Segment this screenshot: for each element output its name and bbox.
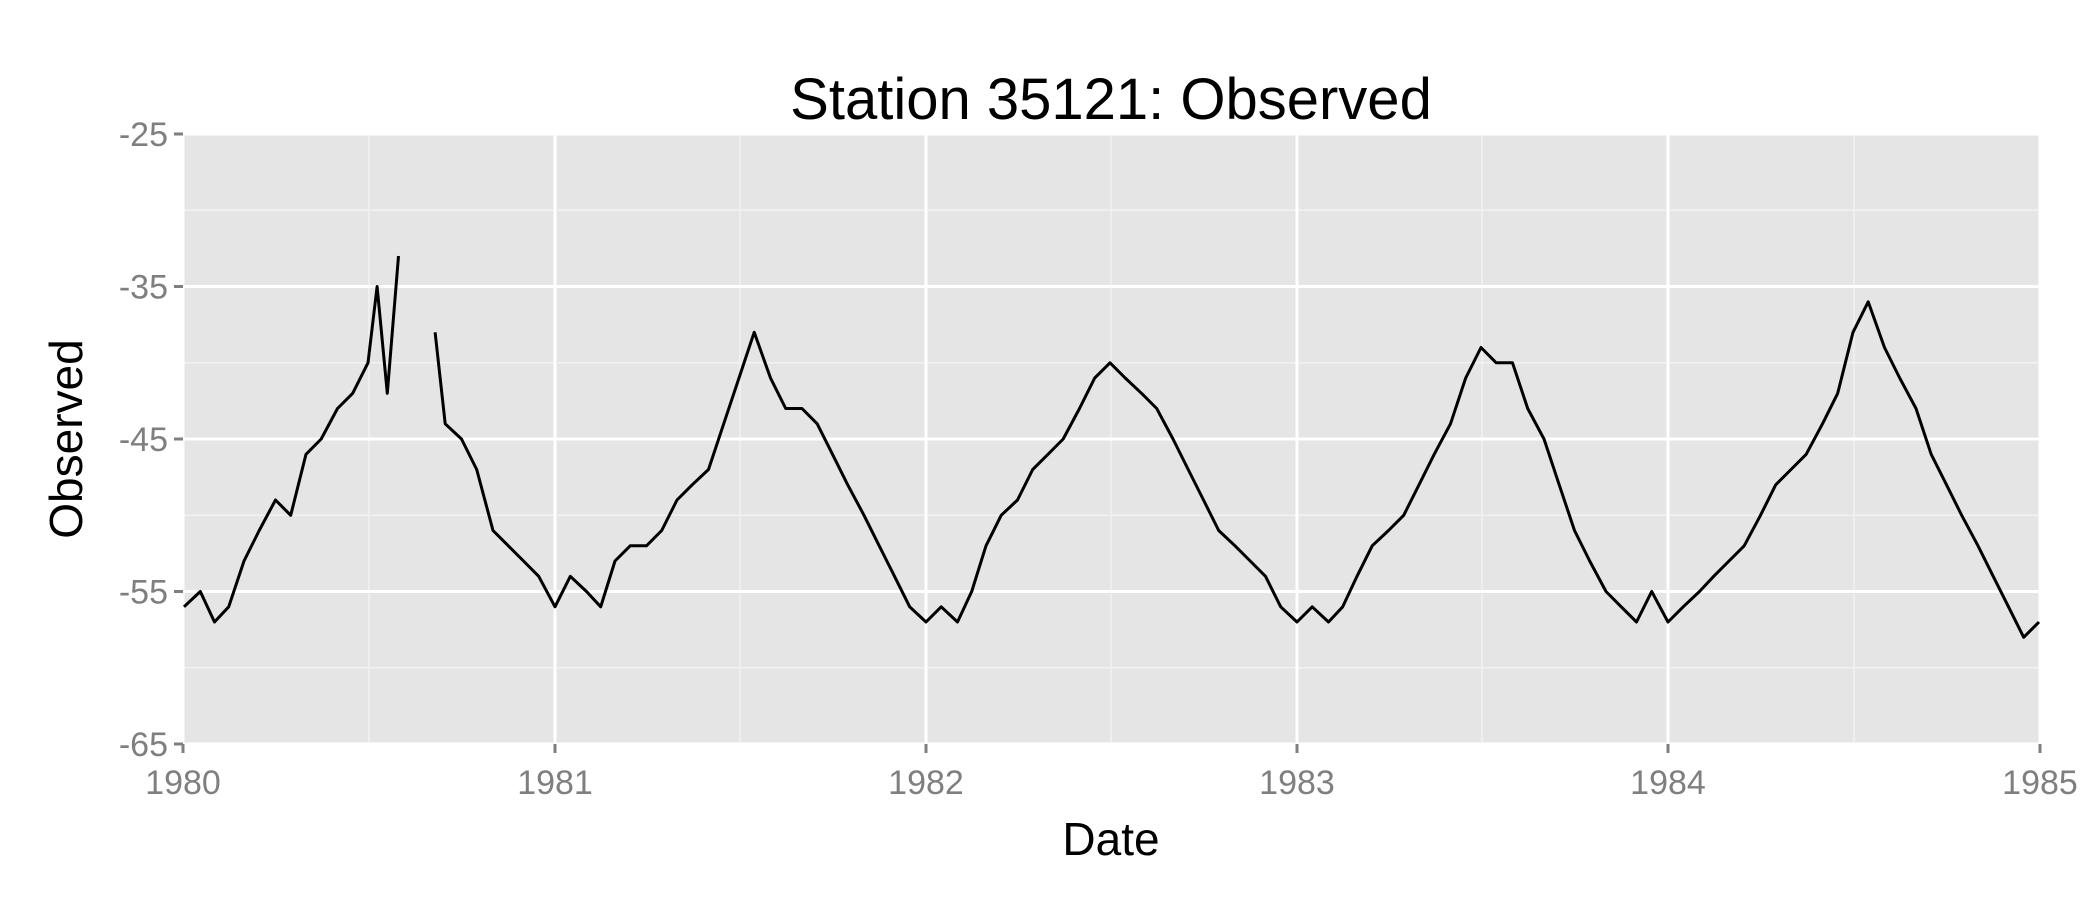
x-tick-label: 1984 [1630,764,1706,802]
x-axis-title: Date [1062,813,1159,865]
y-tick-label: -25 [119,116,168,154]
x-axis: 1980 1981 1982 1983 1984 1985 [145,744,2078,802]
x-tick-label: 1983 [1259,764,1335,802]
series-line [182,255,2041,639]
y-axis: -25 -35 -45 -55 -65 [119,116,183,764]
x-tick-label: 1980 [145,764,221,802]
y-axis-title: Observed [40,339,92,538]
y-tick-label: -35 [119,269,168,307]
y-tick-label: -65 [119,726,168,764]
x-tick-label: 1982 [888,764,964,802]
y-tick-label: -45 [119,421,168,459]
x-tick-label: 1985 [2002,764,2078,802]
x-tick-label: 1981 [517,764,593,802]
chart-title: Station 35121: Observed [790,67,1432,132]
y-tick-label: -55 [119,574,168,612]
